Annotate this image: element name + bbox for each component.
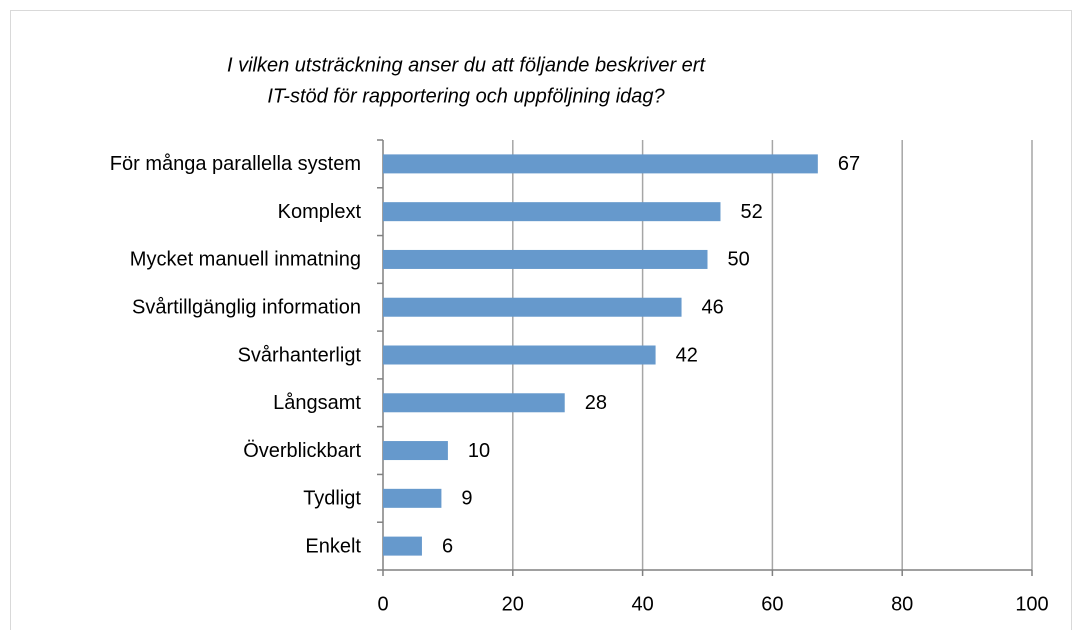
bar	[383, 297, 682, 317]
y-tick-label: Enkelt	[305, 535, 361, 557]
data-label: 9	[461, 488, 472, 510]
chart-title: IT-stöd för rapportering och uppföljning…	[267, 85, 665, 107]
data-label: 67	[838, 153, 860, 175]
y-tick-label: För många parallella system	[110, 153, 361, 175]
x-tick-label: 40	[631, 593, 653, 615]
bar	[383, 536, 422, 556]
chart-title: I vilken utsträckning anser du att följa…	[227, 54, 706, 76]
y-tick-label: Komplext	[278, 201, 362, 223]
x-tick-label: 20	[502, 593, 524, 615]
bar	[383, 393, 565, 413]
data-label: 6	[442, 535, 453, 557]
y-tick-label: Tydligt	[303, 488, 361, 510]
bar	[383, 202, 721, 222]
data-label: 46	[702, 297, 724, 319]
y-tick-label: Svårtillgänglig information	[132, 297, 361, 319]
x-tick-label: 0	[377, 593, 388, 615]
data-label: 52	[740, 201, 762, 223]
y-tick-label: Mycket manuell inmatning	[130, 249, 361, 271]
y-tick-label: Överblickbart	[243, 440, 361, 462]
x-tick-label: 80	[891, 593, 913, 615]
bar	[383, 488, 442, 508]
y-tick-label: Långsamt	[273, 392, 361, 414]
bar	[383, 345, 656, 365]
x-tick-label: 100	[1015, 593, 1048, 615]
data-label: 50	[728, 249, 750, 271]
bar	[383, 249, 708, 269]
bar	[383, 154, 818, 174]
data-label: 42	[676, 344, 698, 366]
data-label: 28	[585, 392, 607, 414]
y-tick-label: Svårhanterligt	[238, 344, 362, 366]
chart-border	[10, 10, 1072, 630]
x-tick-label: 60	[761, 593, 783, 615]
bar	[383, 441, 448, 461]
data-label: 10	[468, 440, 490, 462]
